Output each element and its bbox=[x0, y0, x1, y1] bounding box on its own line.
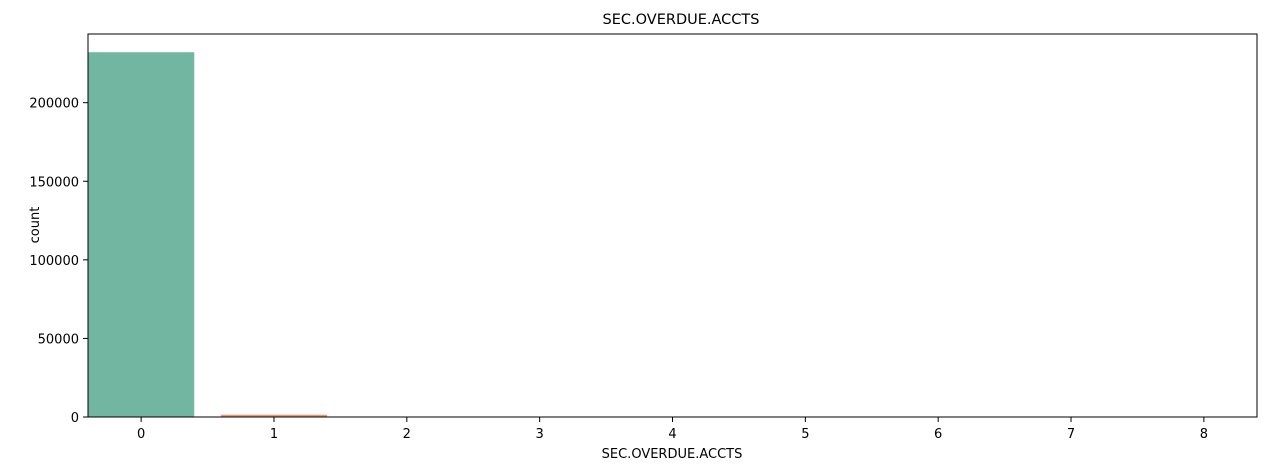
x-axis: 0 1 2 3 4 5 6 7 8 bbox=[137, 417, 1208, 442]
x-tick-label-1: 1 bbox=[270, 427, 278, 442]
y-axis-label: count bbox=[28, 207, 43, 244]
x-tick-label-3: 3 bbox=[536, 427, 544, 442]
y-tick-label-0: 0 bbox=[71, 411, 79, 426]
bar-0 bbox=[88, 52, 195, 417]
x-tick-label-0: 0 bbox=[137, 427, 145, 442]
y-tick-label-50000: 50000 bbox=[38, 332, 79, 347]
x-tick-label-7: 7 bbox=[1067, 427, 1075, 442]
x-tick-label-8: 8 bbox=[1200, 427, 1208, 442]
y-tick-label-150000: 150000 bbox=[29, 175, 79, 190]
plot-frame bbox=[87, 33, 1258, 418]
y-tick-label-100000: 100000 bbox=[29, 254, 79, 269]
bars-layer bbox=[88, 52, 992, 417]
x-tick-label-5: 5 bbox=[801, 427, 809, 442]
bar-1 bbox=[220, 414, 328, 417]
x-tick-label-6: 6 bbox=[934, 427, 942, 442]
x-tick-label-2: 2 bbox=[403, 427, 411, 442]
chart-title: SEC.OVERDUE.ACCTS bbox=[603, 12, 760, 28]
y-axis: 0 50000 100000 150000 200000 bbox=[29, 97, 88, 426]
x-tick-label-4: 4 bbox=[668, 427, 676, 442]
x-axis-label: SEC.OVERDUE.ACCTS bbox=[602, 447, 743, 462]
y-tick-label-200000: 200000 bbox=[29, 97, 79, 112]
